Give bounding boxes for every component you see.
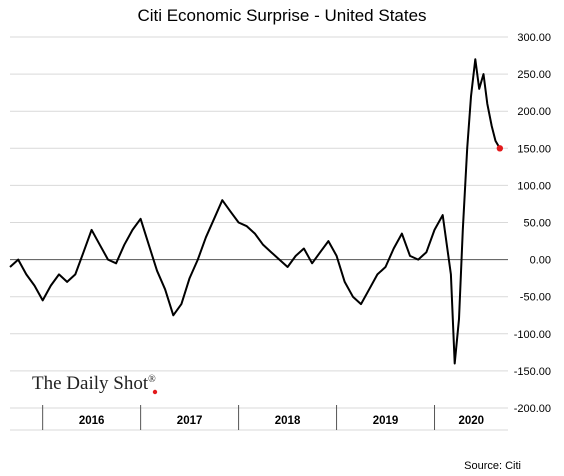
source-note: Source: Citi: [464, 460, 521, 472]
series-endpoint-marker: [496, 145, 504, 152]
y-tick-label: -100.00: [514, 329, 551, 341]
y-tick-label: 150.00: [517, 143, 551, 155]
y-tick-label: 0.00: [530, 255, 551, 267]
watermark-dot: [152, 389, 158, 395]
watermark: The Daily Shot®: [32, 373, 158, 395]
y-tick-label: 250.00: [517, 69, 551, 81]
x-tick-label: 2018: [275, 415, 301, 427]
y-tick-label: 300.00: [517, 32, 551, 44]
chart-title: Citi Economic Surprise - United States: [137, 6, 426, 25]
x-tick-label: 2017: [177, 415, 203, 427]
y-tick-label: -150.00: [514, 366, 551, 378]
y-tick-label: -50.00: [520, 292, 551, 304]
y-axis-tick-labels: 300.00 250.00 200.00 150.00 100.00 50.00 0.00 -…: [514, 32, 551, 415]
x-axis: 2016 2017 2018 2019 2020: [10, 405, 508, 431]
x-tick-label: 2020: [458, 415, 484, 427]
watermark-text: The Daily Shot®: [32, 373, 156, 394]
y-tick-label: -200.00: [514, 403, 551, 415]
series-line: [9, 58, 501, 365]
y-tick-label: 200.00: [517, 106, 551, 118]
y-tick-label: 50.00: [523, 218, 551, 230]
series-layer: [9, 58, 504, 365]
x-tick-label: 2019: [373, 415, 399, 427]
x-tick-label: 2016: [79, 415, 105, 427]
y-tick-label: 100.00: [517, 180, 551, 192]
gridlines: [10, 36, 508, 409]
